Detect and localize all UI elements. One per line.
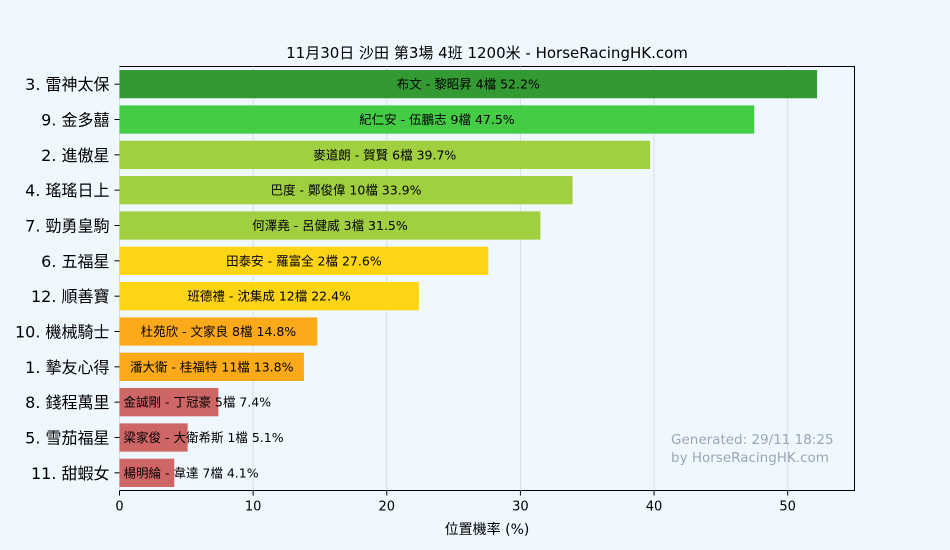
- bar-value-label: 潘大衛 - 桂福特 11檔 13.8%: [130, 359, 294, 374]
- bar-value-label: 梁家俊 - 大衛希斯 1檔 5.1%: [124, 430, 284, 445]
- category-label: 12. 順善寶: [31, 287, 110, 306]
- category-label: 1. 摯友心得: [25, 358, 109, 377]
- plot-area: [119, 66, 855, 491]
- bar: [119, 317, 318, 346]
- x-axis-ticks: 0 10 20 30 40 50: [115, 490, 796, 515]
- bar: [119, 282, 419, 311]
- bars: [119, 70, 818, 487]
- bar-value-label: 何澤堯 - 呂健威 3檔 31.5%: [252, 218, 408, 233]
- x-tick-label: 10: [245, 500, 262, 515]
- grid-lines: [119, 66, 789, 491]
- category-label: 8. 錢程萬里: [25, 393, 109, 412]
- bar-value-label: 巴度 - 鄭俊偉 10檔 33.9%: [270, 183, 421, 198]
- bar-value-label: 楊明綸 - 韋達 7檔 4.1%: [124, 465, 259, 480]
- category-label: 4. 瑤瑤日上: [25, 181, 109, 200]
- chart-title: 11月30日 沙田 第3場 4班 1200米 - HorseRacingHK.c…: [286, 44, 688, 62]
- category-label: 7. 勁勇皇駒: [25, 217, 109, 236]
- bar: [119, 140, 651, 169]
- category-label: 11. 甜蝦女: [31, 464, 110, 483]
- bar-value-label: 田泰安 - 羅富全 2檔 27.6%: [226, 253, 382, 268]
- category-label: 9. 金多囍: [41, 111, 109, 130]
- bar-value-label: 金誠剛 - 丁冠豪 5檔 7.4%: [124, 395, 272, 410]
- watermark: Generated: 29/11 18:25 by HorseRacingHK.…: [671, 431, 834, 467]
- bar-labels: 布文 - 黎昭昇 4檔 52.2% 紀仁安 - 伍鵬志 9檔 47.5% 麥道朗 -…: [124, 77, 540, 481]
- bar: [119, 352, 304, 381]
- x-tick-label: 40: [646, 500, 663, 515]
- bar-value-label: 紀仁安 - 伍鵬志 9檔 47.5%: [359, 112, 515, 127]
- x-tick-label: 20: [378, 500, 395, 515]
- category-label: 10. 機械騎士: [15, 323, 110, 342]
- bar: [119, 70, 818, 99]
- category-label: 2. 進傲星: [41, 146, 109, 165]
- bar: [119, 176, 573, 205]
- bar: [119, 423, 188, 452]
- x-tick-label: 0: [115, 500, 123, 515]
- category-labels: 3. 雷神太保 9. 金多囍 2. 進傲星 4. 瑤瑤日上 7. 勁勇皇駒 6. 五福星 1…: [15, 75, 120, 483]
- category-label: 3. 雷神太保: [25, 75, 109, 94]
- category-label: 5. 雪茄福星: [25, 429, 109, 448]
- x-axis-label: 位置機率 (%): [445, 521, 530, 538]
- bar-value-label: 班德禮 - 沈集成 12檔 22.4%: [187, 289, 351, 304]
- bar: [119, 388, 219, 417]
- x-tick-label: 50: [779, 500, 796, 515]
- bar: [119, 458, 175, 487]
- bar: [119, 246, 489, 275]
- watermark-site: by HorseRacingHK.com: [671, 450, 829, 466]
- bar: [119, 211, 541, 240]
- bar-value-label: 布文 - 黎昭昇 4檔 52.2%: [397, 77, 540, 92]
- watermark-generated: Generated: 29/11 18:25: [671, 432, 834, 448]
- category-label: 6. 五福星: [41, 252, 109, 271]
- bar-value-label: 麥道朗 - 賀賢 6檔 39.7%: [313, 147, 456, 162]
- bar-value-label: 杜苑欣 - 文家良 8檔 14.8%: [141, 324, 297, 339]
- bar: [119, 105, 755, 134]
- x-tick-label: 30: [512, 500, 529, 515]
